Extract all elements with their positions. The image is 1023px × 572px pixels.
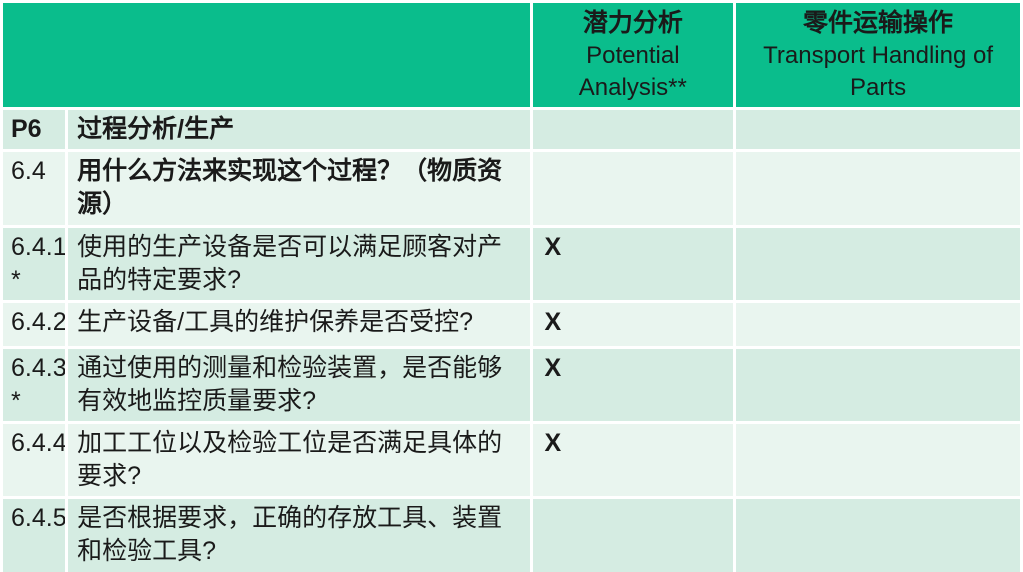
header-potential-analysis: 潜力分析 Potential Analysis** bbox=[532, 3, 734, 107]
header-potential-en: Potential Analysis** bbox=[578, 41, 687, 101]
row-question: 通过使用的测量和检验装置，是否能够有效地监控质量要求? bbox=[68, 349, 530, 421]
header-transport-handling: 零件运输操作 Transport Handling of Parts bbox=[736, 3, 1020, 107]
row-question: 用什么方法来实现这个过程？（物质资源） bbox=[68, 152, 530, 225]
potential-mark-cell: X bbox=[532, 303, 734, 346]
transport-mark-cell bbox=[736, 424, 1020, 496]
table-row-6-4-2: 6.4.2 生产设备/工具的维护保养是否受控? X bbox=[3, 303, 1020, 346]
table-row-6-4-4: 6.4.4 加工工位以及检验工位是否满足具体的要求? X bbox=[3, 424, 1020, 496]
header-corner-cell bbox=[3, 3, 530, 107]
row-question: 使用的生产设备是否可以满足顾客对产品的特定要求? bbox=[68, 228, 530, 300]
header-transport-en: Transport Handling of Parts bbox=[763, 41, 994, 101]
row-number: 6.4 bbox=[3, 152, 66, 225]
potential-mark-cell bbox=[532, 152, 734, 225]
potential-mark-cell: X bbox=[532, 228, 734, 300]
table-row-6-4-5: 6.4.5 是否根据要求，正确的存放工具、装置和检验工具? bbox=[3, 499, 1020, 572]
potential-mark-cell bbox=[532, 499, 734, 572]
table-row-6-4-1: 6.4.1 * 使用的生产设备是否可以满足顾客对产品的特定要求? X bbox=[3, 228, 1020, 300]
table-header-row: 潜力分析 Potential Analysis** 零件运输操作 Transpo… bbox=[3, 3, 1020, 107]
potential-mark-cell bbox=[532, 110, 734, 149]
potential-mark-cell: X bbox=[532, 349, 734, 421]
row-number: 6.4.3 * bbox=[3, 349, 66, 421]
row-question: 是否根据要求，正确的存放工具、装置和检验工具? bbox=[68, 499, 530, 572]
table-row-6-4-3: 6.4.3 * 通过使用的测量和检验装置，是否能够有效地监控质量要求? X bbox=[3, 349, 1020, 421]
row-question: 加工工位以及检验工位是否满足具体的要求? bbox=[68, 424, 530, 496]
transport-mark-cell bbox=[736, 499, 1020, 572]
row-number: 6.4.1 * bbox=[3, 228, 66, 300]
potential-mark-cell: X bbox=[532, 424, 734, 496]
row-number: 6.4.5 bbox=[3, 499, 66, 572]
transport-mark-cell bbox=[736, 349, 1020, 421]
row-number: 6.4.4 bbox=[3, 424, 66, 496]
transport-mark-cell bbox=[736, 228, 1020, 300]
row-question: 生产设备/工具的维护保养是否受控? bbox=[68, 303, 530, 346]
transport-mark-cell bbox=[736, 152, 1020, 225]
header-transport-zh: 零件运输操作 bbox=[803, 8, 954, 37]
row-number: 6.4.2 bbox=[3, 303, 66, 346]
row-question: 过程分析/生产 bbox=[68, 110, 530, 149]
table-row-6-4: 6.4 用什么方法来实现这个过程？（物质资源） bbox=[3, 152, 1020, 225]
transport-mark-cell bbox=[736, 110, 1020, 149]
header-potential-zh: 潜力分析 bbox=[582, 8, 683, 37]
table-row-p6: P6 过程分析/生产 bbox=[3, 110, 1020, 149]
row-number: P6 bbox=[3, 110, 66, 149]
transport-mark-cell bbox=[736, 303, 1020, 346]
